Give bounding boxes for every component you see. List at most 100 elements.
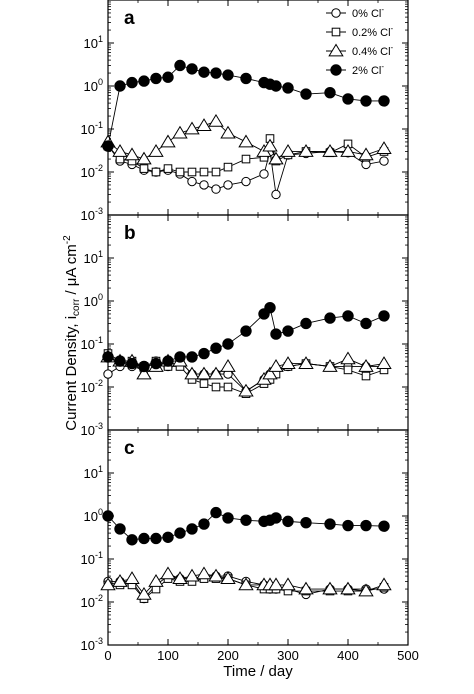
data-point — [114, 355, 126, 367]
y-tick-label: 100 — [84, 507, 103, 524]
legend-label: 0% Cl- — [352, 5, 384, 20]
data-point — [124, 147, 140, 161]
data-point — [174, 351, 186, 363]
x-tick-label: 0 — [104, 648, 111, 663]
data-point — [163, 164, 173, 173]
data-point — [211, 184, 221, 194]
data-point — [184, 121, 200, 135]
legend-marker — [331, 8, 341, 18]
legend-marker — [328, 43, 344, 57]
data-point — [199, 379, 209, 388]
x-tick-label: 100 — [157, 648, 179, 663]
y-axis-title: Current Density, icorr / μA cm-2 — [62, 235, 82, 431]
data-point — [378, 95, 390, 107]
data-point — [298, 144, 314, 157]
legend-entry: 0.4% Cl- — [326, 43, 394, 58]
data-point — [138, 532, 150, 545]
data-point — [300, 516, 312, 529]
data-point — [112, 574, 128, 587]
data-point — [172, 571, 188, 584]
panel-c: 101 100 10-1 10-2 10-3 c — [81, 429, 409, 653]
data-point — [342, 519, 354, 532]
data-point — [376, 577, 392, 591]
y-tick-label: 10-1 — [81, 550, 103, 567]
data-point — [186, 351, 198, 363]
panel-b: 101 100 10-1 10-2 10-3 b — [81, 214, 409, 438]
y-tick-label: 101 — [84, 464, 103, 481]
x-tick-label: 400 — [337, 648, 359, 663]
data-point — [223, 180, 233, 190]
y-tick-labels: 101 100 10-1 10-2 10-3 — [81, 249, 103, 438]
data-point — [150, 357, 162, 370]
data-point — [259, 169, 269, 179]
x-axis-title: Time / day — [223, 663, 293, 680]
data-point — [378, 520, 390, 532]
data-point — [151, 167, 161, 177]
x-tick-label: 500 — [397, 648, 419, 663]
legend-entry: 2% Cl- — [326, 62, 384, 77]
data-point — [174, 59, 186, 72]
legend-marker — [331, 27, 341, 37]
x-tick-label: 300 — [277, 648, 299, 663]
data-point — [322, 144, 338, 157]
y-tick-label: 10-3 — [81, 636, 103, 653]
data-point — [138, 75, 150, 87]
data-point — [114, 80, 126, 92]
y-tick-labels: 101 100 10-1 10-2 10-3 — [81, 34, 103, 223]
data-point — [100, 577, 116, 591]
data-point — [262, 366, 278, 380]
panel-letter: c — [124, 438, 135, 459]
y-tick-label: 10-1 — [81, 120, 103, 137]
data-point — [136, 586, 152, 600]
data-point — [280, 356, 296, 369]
legend: 0% Cl- 0.2% Cl- 0.4% Cl- 2% Cl- — [326, 5, 394, 77]
data-point — [358, 583, 374, 597]
y-tick-label: 100 — [84, 77, 103, 94]
data-point — [238, 577, 254, 591]
data-point — [112, 144, 128, 157]
data-point — [186, 523, 198, 535]
data-point — [360, 95, 372, 107]
data-point — [240, 325, 252, 337]
data-point — [322, 581, 338, 595]
data-point — [270, 512, 282, 524]
data-point — [187, 167, 197, 177]
data-point — [220, 125, 236, 139]
data-point — [150, 532, 162, 545]
x-ticks — [107, 215, 409, 430]
data-point — [271, 189, 281, 200]
data-point — [262, 138, 278, 152]
y-tick-label: 10-2 — [81, 163, 103, 180]
data-point — [208, 113, 224, 127]
data-point — [343, 365, 353, 375]
data-point — [126, 534, 138, 546]
data-point — [148, 574, 164, 587]
panel-letter: a — [124, 8, 135, 29]
series-3 — [102, 59, 390, 152]
x-tick-label: 200 — [217, 648, 239, 663]
y-tick-label: 101 — [84, 34, 103, 51]
data-point — [136, 151, 152, 165]
data-point — [208, 366, 224, 380]
legend-label: 2% Cl- — [352, 62, 384, 77]
data-point — [136, 366, 152, 380]
data-point — [223, 382, 233, 392]
data-point — [210, 506, 222, 519]
data-point — [172, 125, 188, 139]
data-point — [280, 144, 296, 157]
data-point — [361, 371, 371, 381]
data-point — [102, 351, 114, 363]
data-point — [223, 162, 233, 172]
y-tick-label: 10-2 — [81, 378, 103, 395]
data-point — [322, 359, 338, 372]
data-point — [298, 581, 314, 595]
data-point — [282, 515, 294, 528]
data-point — [198, 347, 210, 360]
panels-layer: 101 100 10-1 10-2 10-3 a 0% Cl- 0.2% Cl- 0.4% Cl… — [81, 0, 419, 663]
series-2 — [100, 566, 392, 600]
y-tick-labels: 101 100 10-1 10-2 10-3 — [81, 464, 103, 653]
data-point — [282, 82, 294, 94]
y-tick-label: 10-2 — [81, 593, 103, 610]
data-point — [162, 355, 174, 367]
